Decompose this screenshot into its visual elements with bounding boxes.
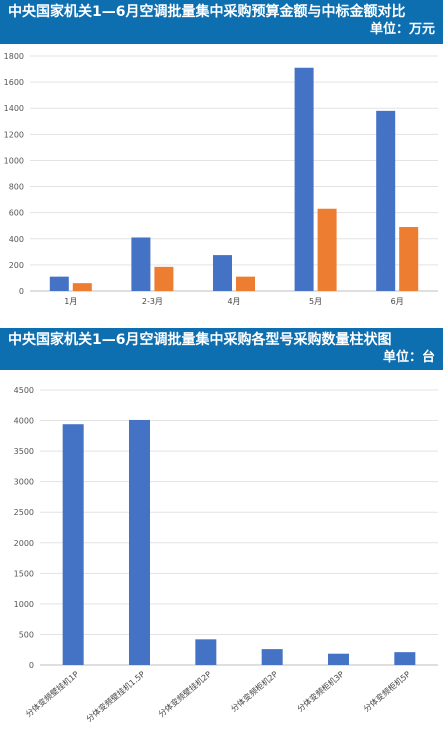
x-tick-label: 分体变频壁挂机2P — [156, 669, 213, 719]
bar — [154, 266, 174, 291]
x-tick-label: 分体变频壁挂机1P — [24, 669, 81, 719]
chart2-unit: 单位：台 — [382, 350, 435, 365]
x-tick-label: 分体变频柜机3P — [295, 669, 346, 714]
x-tick-label: 1月 — [64, 297, 77, 306]
bar — [62, 424, 84, 665]
bar — [394, 652, 416, 665]
chart1-unit: 单位：万元 — [369, 22, 435, 37]
chart2-title: 中央国家机关1—6月空调批量集中采购各型号采购数量柱状图 — [8, 332, 392, 348]
bar — [195, 639, 217, 665]
bar — [72, 283, 92, 291]
chart1-title: 中央国家机关1—6月空调批量集中采购预算金额与中标金额对比 — [8, 4, 406, 20]
y-tick-label: 3000 — [14, 478, 34, 487]
y-tick-label: 1000 — [14, 600, 34, 609]
x-tick-label: 5月 — [309, 297, 322, 306]
model-quantity-bar-chart: 0 500 1000 1500 2000 2500 3000 3500 4000 4500 分体变频… — [14, 386, 438, 724]
y-tick-label: 4000 — [14, 417, 34, 426]
x-tick-label: 2-3月 — [142, 297, 163, 306]
bar — [376, 110, 396, 291]
y-tick-label: 0 — [19, 287, 24, 296]
x-tick-label: 6月 — [391, 297, 404, 306]
y-tick-label: 1000 — [4, 156, 24, 165]
bar — [317, 208, 337, 291]
budget-vs-award-bar-chart: 0 200 400 600 800 1000 1200 1400 1600 1800 1月 2-3月 4… — [4, 52, 438, 306]
chart2-banner: 中央国家机关1—6月空调批量集中采购各型号采购数量柱状图 单位：台 — [0, 328, 443, 370]
y-tick-label: 600 — [9, 209, 24, 218]
y-tick-label: 400 — [9, 235, 24, 244]
x-tick-label: 4月 — [227, 297, 240, 306]
y-tick-label: 500 — [19, 630, 34, 639]
bar — [49, 276, 69, 291]
y-tick-label: 1200 — [4, 130, 24, 139]
y-tick-label: 0 — [29, 661, 34, 670]
bar — [294, 67, 314, 291]
x-tick-label: 分体变频壁挂机1.5P — [84, 669, 147, 724]
y-tick-label: 200 — [9, 261, 24, 270]
bar — [213, 255, 232, 291]
y-tick-label: 1400 — [4, 104, 24, 113]
y-tick-label: 1800 — [4, 52, 24, 61]
y-tick-label: 800 — [9, 183, 24, 192]
bar — [236, 276, 255, 291]
y-tick-label: 1500 — [14, 569, 34, 578]
y-tick-label: 4500 — [14, 386, 34, 395]
bar — [399, 227, 419, 291]
y-tick-label: 3500 — [14, 447, 34, 456]
y-tick-label: 1600 — [4, 78, 24, 87]
bar — [131, 237, 151, 291]
x-tick-label: 分体变频柜机5P — [361, 669, 412, 714]
chart1-banner: 中央国家机关1—6月空调批量集中采购预算金额与中标金额对比 单位：万元 — [0, 0, 443, 44]
bar — [328, 653, 349, 665]
bar — [129, 419, 150, 665]
x-tick-label: 分体变频柜机2P — [229, 669, 280, 714]
y-tick-label: 2500 — [14, 508, 34, 517]
bar — [261, 649, 283, 665]
y-tick-label: 2000 — [14, 539, 34, 548]
